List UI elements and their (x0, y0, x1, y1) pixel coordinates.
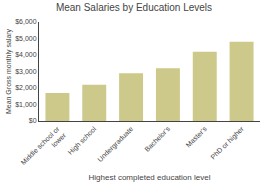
svg-text:Master's: Master's (184, 125, 208, 149)
svg-text:Bachelor's: Bachelor's (143, 125, 171, 153)
svg-text:Mean Salaries by Education Lev: Mean Salaries by Education Levels (56, 2, 212, 13)
svg-text:$3,000: $3,000 (15, 68, 37, 75)
svg-text:$0: $0 (29, 117, 37, 124)
svg-text:Mean Gross monthly salary: Mean Gross monthly salary (5, 28, 13, 114)
svg-text:Middle school orlower: Middle school orlower (20, 125, 68, 173)
svg-text:$5,000: $5,000 (15, 35, 37, 42)
svg-text:$4,000: $4,000 (15, 51, 37, 58)
svg-text:$1,000: $1,000 (15, 101, 37, 108)
svg-text:$6,000: $6,000 (15, 18, 37, 25)
svg-text:PhD or higher: PhD or higher (209, 125, 246, 162)
svg-text:$2,000: $2,000 (15, 84, 37, 91)
svg-text:High school: High school (67, 125, 99, 157)
svg-text:Undergraduate: Undergraduate (96, 125, 135, 164)
svg-text:Highest completed education le: Highest completed education level (89, 173, 211, 182)
